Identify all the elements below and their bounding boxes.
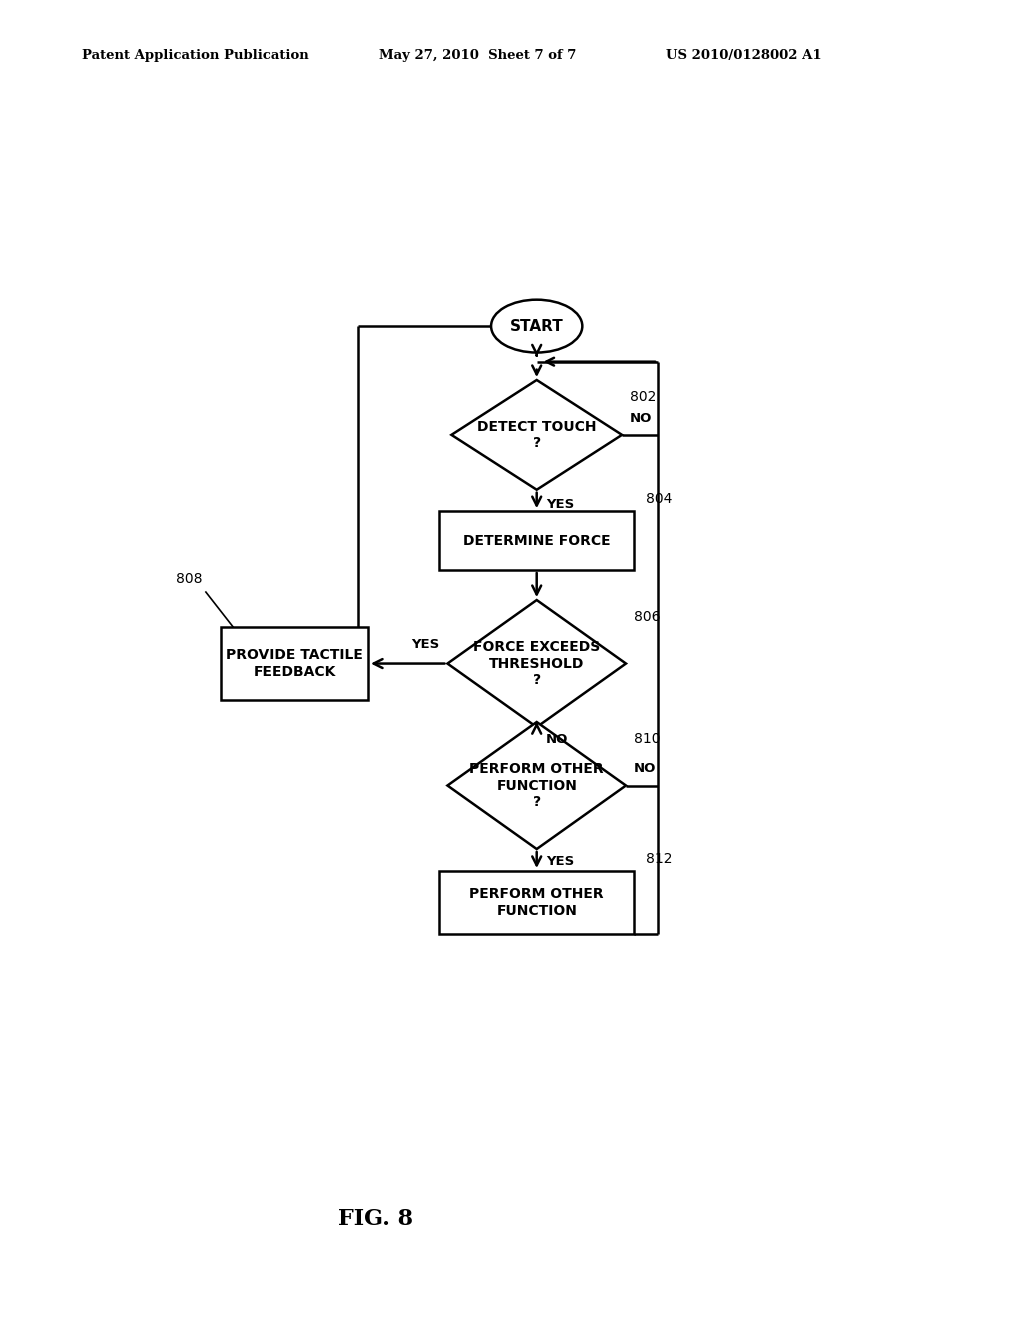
Text: May 27, 2010  Sheet 7 of 7: May 27, 2010 Sheet 7 of 7 [379,49,577,62]
Text: DETECT TOUCH
?: DETECT TOUCH ? [477,420,596,450]
Text: NO: NO [630,412,652,425]
Text: NO: NO [546,733,568,746]
Bar [439,871,634,935]
Text: PROVIDE TACTILE
FEEDBACK: PROVIDE TACTILE FEEDBACK [226,648,364,678]
Text: DETERMINE FORCE: DETERMINE FORCE [463,533,610,548]
Text: Patent Application Publication: Patent Application Publication [82,49,308,62]
Text: FORCE EXCEEDS
THRESHOLD
?: FORCE EXCEEDS THRESHOLD ? [473,640,600,686]
Text: 808: 808 [176,573,203,586]
Text: 812: 812 [646,851,673,866]
Polygon shape [452,380,622,490]
Polygon shape [447,601,626,727]
Text: US 2010/0128002 A1: US 2010/0128002 A1 [666,49,821,62]
Polygon shape [447,722,626,849]
Bar [439,511,634,570]
Text: START: START [510,318,563,334]
Text: YES: YES [546,498,574,511]
Text: PERFORM OTHER
FUNCTION: PERFORM OTHER FUNCTION [469,887,604,917]
Text: FIG. 8: FIG. 8 [338,1208,413,1230]
Text: 804: 804 [646,492,672,506]
Bar [221,627,368,700]
Text: NO: NO [634,763,656,775]
Text: YES: YES [546,855,574,869]
Text: 810: 810 [634,733,660,746]
Ellipse shape [492,300,583,352]
Text: YES: YES [412,639,439,651]
Text: 802: 802 [630,391,656,404]
Text: 806: 806 [634,610,660,624]
Text: PERFORM OTHER
FUNCTION
?: PERFORM OTHER FUNCTION ? [469,763,604,809]
